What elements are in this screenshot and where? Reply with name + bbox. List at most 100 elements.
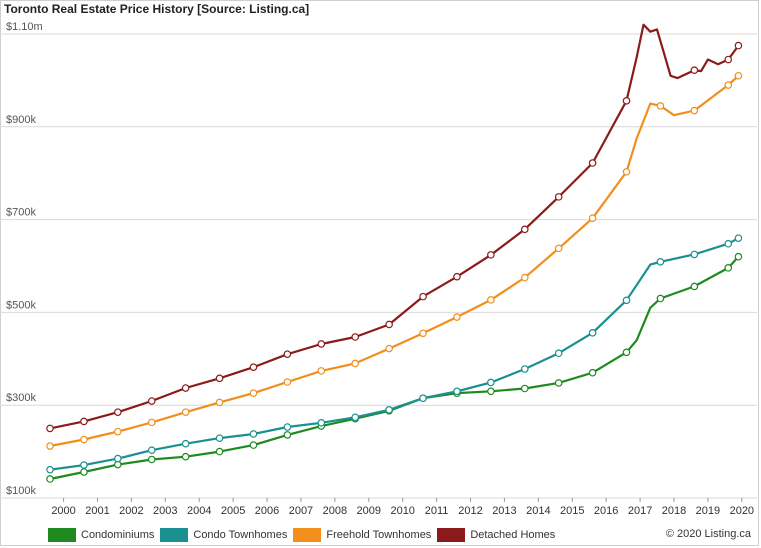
data-point[interactable] <box>520 384 529 393</box>
data-point[interactable] <box>554 193 563 201</box>
data-point[interactable] <box>520 273 529 282</box>
data-point[interactable] <box>46 442 54 450</box>
data-point[interactable] <box>690 282 699 291</box>
data-point[interactable] <box>724 264 733 272</box>
data-point[interactable] <box>385 406 393 414</box>
data-point[interactable] <box>215 447 224 456</box>
data-point[interactable] <box>656 258 665 266</box>
data-point[interactable] <box>734 41 743 50</box>
data-point[interactable] <box>181 439 190 448</box>
series-condo-townhomes <box>46 234 743 474</box>
legend-label: Freehold Townhomes <box>326 529 432 541</box>
data-point[interactable] <box>317 419 326 427</box>
data-point[interactable] <box>80 468 88 476</box>
data-point[interactable] <box>690 250 699 259</box>
data-point[interactable] <box>147 418 156 427</box>
legend-item[interactable]: Detached Homes <box>437 528 555 542</box>
data-point[interactable] <box>656 102 665 110</box>
data-point[interactable] <box>181 384 190 392</box>
data-point[interactable] <box>554 349 563 358</box>
data-point[interactable] <box>46 475 54 483</box>
legend-swatch <box>48 528 76 542</box>
data-point[interactable] <box>734 252 743 261</box>
data-point[interactable] <box>487 387 495 396</box>
data-point[interactable] <box>181 452 190 461</box>
data-point[interactable] <box>734 234 743 242</box>
data-point[interactable] <box>351 333 360 341</box>
data-point[interactable] <box>147 446 156 455</box>
legend-item[interactable]: Condo Townhomes <box>160 528 287 542</box>
data-point[interactable] <box>724 55 733 64</box>
series-line <box>49 74 740 448</box>
data-point[interactable] <box>690 66 699 74</box>
data-point[interactable] <box>487 378 495 387</box>
data-point[interactable] <box>622 97 631 105</box>
x-tick-label: 2005 <box>221 505 245 517</box>
data-point[interactable] <box>249 430 258 438</box>
chart-title: Toronto Real Estate Price History [Sourc… <box>4 2 310 16</box>
data-point[interactable] <box>453 272 461 281</box>
x-tick-label: 2010 <box>390 505 414 517</box>
data-point[interactable] <box>80 435 88 444</box>
data-point[interactable] <box>453 313 461 321</box>
data-point[interactable] <box>114 454 122 463</box>
data-point[interactable] <box>351 413 360 422</box>
data-point[interactable] <box>215 374 224 383</box>
data-point[interactable] <box>520 365 529 373</box>
data-point[interactable] <box>622 168 631 176</box>
data-point[interactable] <box>690 106 699 115</box>
data-point[interactable] <box>487 296 495 304</box>
y-tick-label: $500k <box>6 299 36 311</box>
data-point[interactable] <box>147 455 156 464</box>
data-point[interactable] <box>215 434 224 442</box>
x-tick-label: 2007 <box>289 505 313 517</box>
data-point[interactable] <box>215 398 224 407</box>
data-point[interactable] <box>520 225 529 234</box>
data-point[interactable] <box>588 214 597 223</box>
data-point[interactable] <box>283 423 292 431</box>
x-tick-label: 2013 <box>492 505 516 517</box>
data-point[interactable] <box>588 368 597 377</box>
data-point[interactable] <box>419 292 427 301</box>
x-tick-label: 2016 <box>594 505 618 517</box>
data-point[interactable] <box>249 389 258 397</box>
data-point[interactable] <box>283 431 292 439</box>
legend-item[interactable]: Freehold Townhomes <box>293 528 431 542</box>
data-point[interactable] <box>385 344 393 353</box>
data-point[interactable] <box>46 465 54 474</box>
data-point[interactable] <box>656 294 665 303</box>
data-point[interactable] <box>734 71 743 80</box>
legend: Condominiums Condo Townhomes Freehold Town… <box>48 527 561 543</box>
data-point[interactable] <box>588 159 597 167</box>
data-point[interactable] <box>317 340 326 348</box>
data-point[interactable] <box>622 296 631 305</box>
data-point[interactable] <box>249 363 258 371</box>
data-point[interactable] <box>351 359 360 368</box>
data-point[interactable] <box>181 408 190 416</box>
legend-label: Detached Homes <box>470 529 556 541</box>
data-point[interactable] <box>114 408 122 416</box>
data-point[interactable] <box>385 320 393 329</box>
data-point[interactable] <box>453 387 461 396</box>
data-point[interactable] <box>554 244 563 253</box>
data-point[interactable] <box>46 424 54 433</box>
data-point[interactable] <box>147 397 156 405</box>
data-point[interactable] <box>419 329 427 338</box>
data-point[interactable] <box>249 441 258 449</box>
data-point[interactable] <box>80 417 88 426</box>
data-point[interactable] <box>487 251 495 259</box>
series-detached-homes <box>46 23 743 433</box>
data-point[interactable] <box>283 378 292 386</box>
data-point[interactable] <box>114 427 122 436</box>
data-point[interactable] <box>283 350 292 358</box>
data-point[interactable] <box>724 81 733 89</box>
data-point[interactable] <box>80 461 88 469</box>
data-point[interactable] <box>622 348 631 357</box>
legend-item[interactable]: Condominiums <box>48 528 154 542</box>
data-point[interactable] <box>588 329 597 337</box>
data-point[interactable] <box>317 367 326 375</box>
data-point[interactable] <box>419 394 427 403</box>
data-point[interactable] <box>724 239 733 248</box>
data-point[interactable] <box>554 379 563 387</box>
